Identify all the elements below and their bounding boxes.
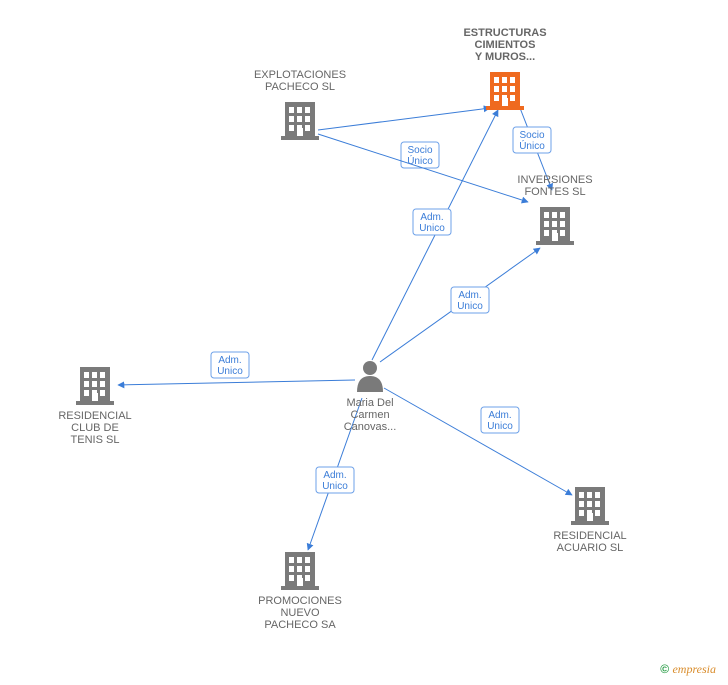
copyright-symbol: © [660, 662, 669, 676]
network-diagram: SocioÚnicoSocioÚnicoAdm.UnicoAdm.UnicoAd… [0, 0, 728, 685]
node-label: EXPLOTACIONES [254, 69, 346, 81]
edge [318, 108, 490, 130]
node-label: PACHECO SA [264, 619, 336, 631]
node-estructuras: ESTRUCTURASCIMIENTOSY MUROS... [463, 27, 546, 63]
edge-label-text: Adm. [420, 212, 443, 223]
node-label: CIMIENTOS [475, 39, 536, 51]
brand-name: empresia [672, 662, 716, 676]
edge-label-text: Unico [457, 301, 483, 312]
node-label: ACUARIO SL [557, 542, 624, 554]
edge-label-text: Único [407, 154, 433, 167]
node-inversiones: INVERSIONESFONTES SL [517, 174, 592, 198]
edge-label-text: Unico [487, 421, 513, 432]
node-label: Y MUROS... [475, 51, 535, 63]
edge-label-text: Adm. [488, 410, 511, 421]
node-label: FONTES SL [524, 186, 585, 198]
building-icon [281, 552, 319, 590]
node-label: CLUB DE [71, 422, 119, 434]
building-icon [486, 72, 524, 110]
building-icon [571, 487, 609, 525]
building-icon [281, 102, 319, 140]
person-icon [357, 361, 383, 392]
node-promociones: PROMOCIONESNUEVOPACHECO SA [258, 595, 342, 631]
node-explotaciones: EXPLOTACIONESPACHECO SL [254, 69, 346, 93]
node-label: TENIS SL [71, 434, 120, 446]
node-label: NUEVO [280, 607, 320, 619]
edge-label-text: Adm. [218, 355, 241, 366]
node-label: Canovas... [344, 421, 397, 433]
node-label: PACHECO SL [265, 81, 335, 93]
footer-attribution: © empresia [660, 662, 716, 677]
node-label: RESIDENCIAL [58, 410, 131, 422]
edge-label-text: Adm. [458, 290, 481, 301]
node-label: PROMOCIONES [258, 595, 342, 607]
edge-label-text: Único [519, 139, 545, 152]
node-label: Maria Del [346, 397, 393, 409]
building-icon [76, 367, 114, 405]
edge-label-text: Unico [419, 223, 445, 234]
node-label: Carmen [350, 409, 389, 421]
node-label: RESIDENCIAL [553, 530, 626, 542]
edge-label-text: Unico [217, 366, 243, 377]
node-label: ESTRUCTURAS [463, 27, 546, 39]
node-center: Maria DelCarmenCanovas... [344, 397, 397, 433]
edge-label-text: Unico [322, 481, 348, 492]
edge [384, 388, 572, 495]
edge-label-text: Adm. [323, 470, 346, 481]
building-icon [536, 207, 574, 245]
node-residencial_acuario: RESIDENCIALACUARIO SL [553, 530, 626, 554]
node-residencial_tenis: RESIDENCIALCLUB DETENIS SL [58, 410, 131, 446]
edge [118, 380, 355, 385]
edge-label-text: Socio [407, 145, 432, 156]
node-label: INVERSIONES [517, 174, 592, 186]
edge-label-text: Socio [519, 130, 544, 141]
